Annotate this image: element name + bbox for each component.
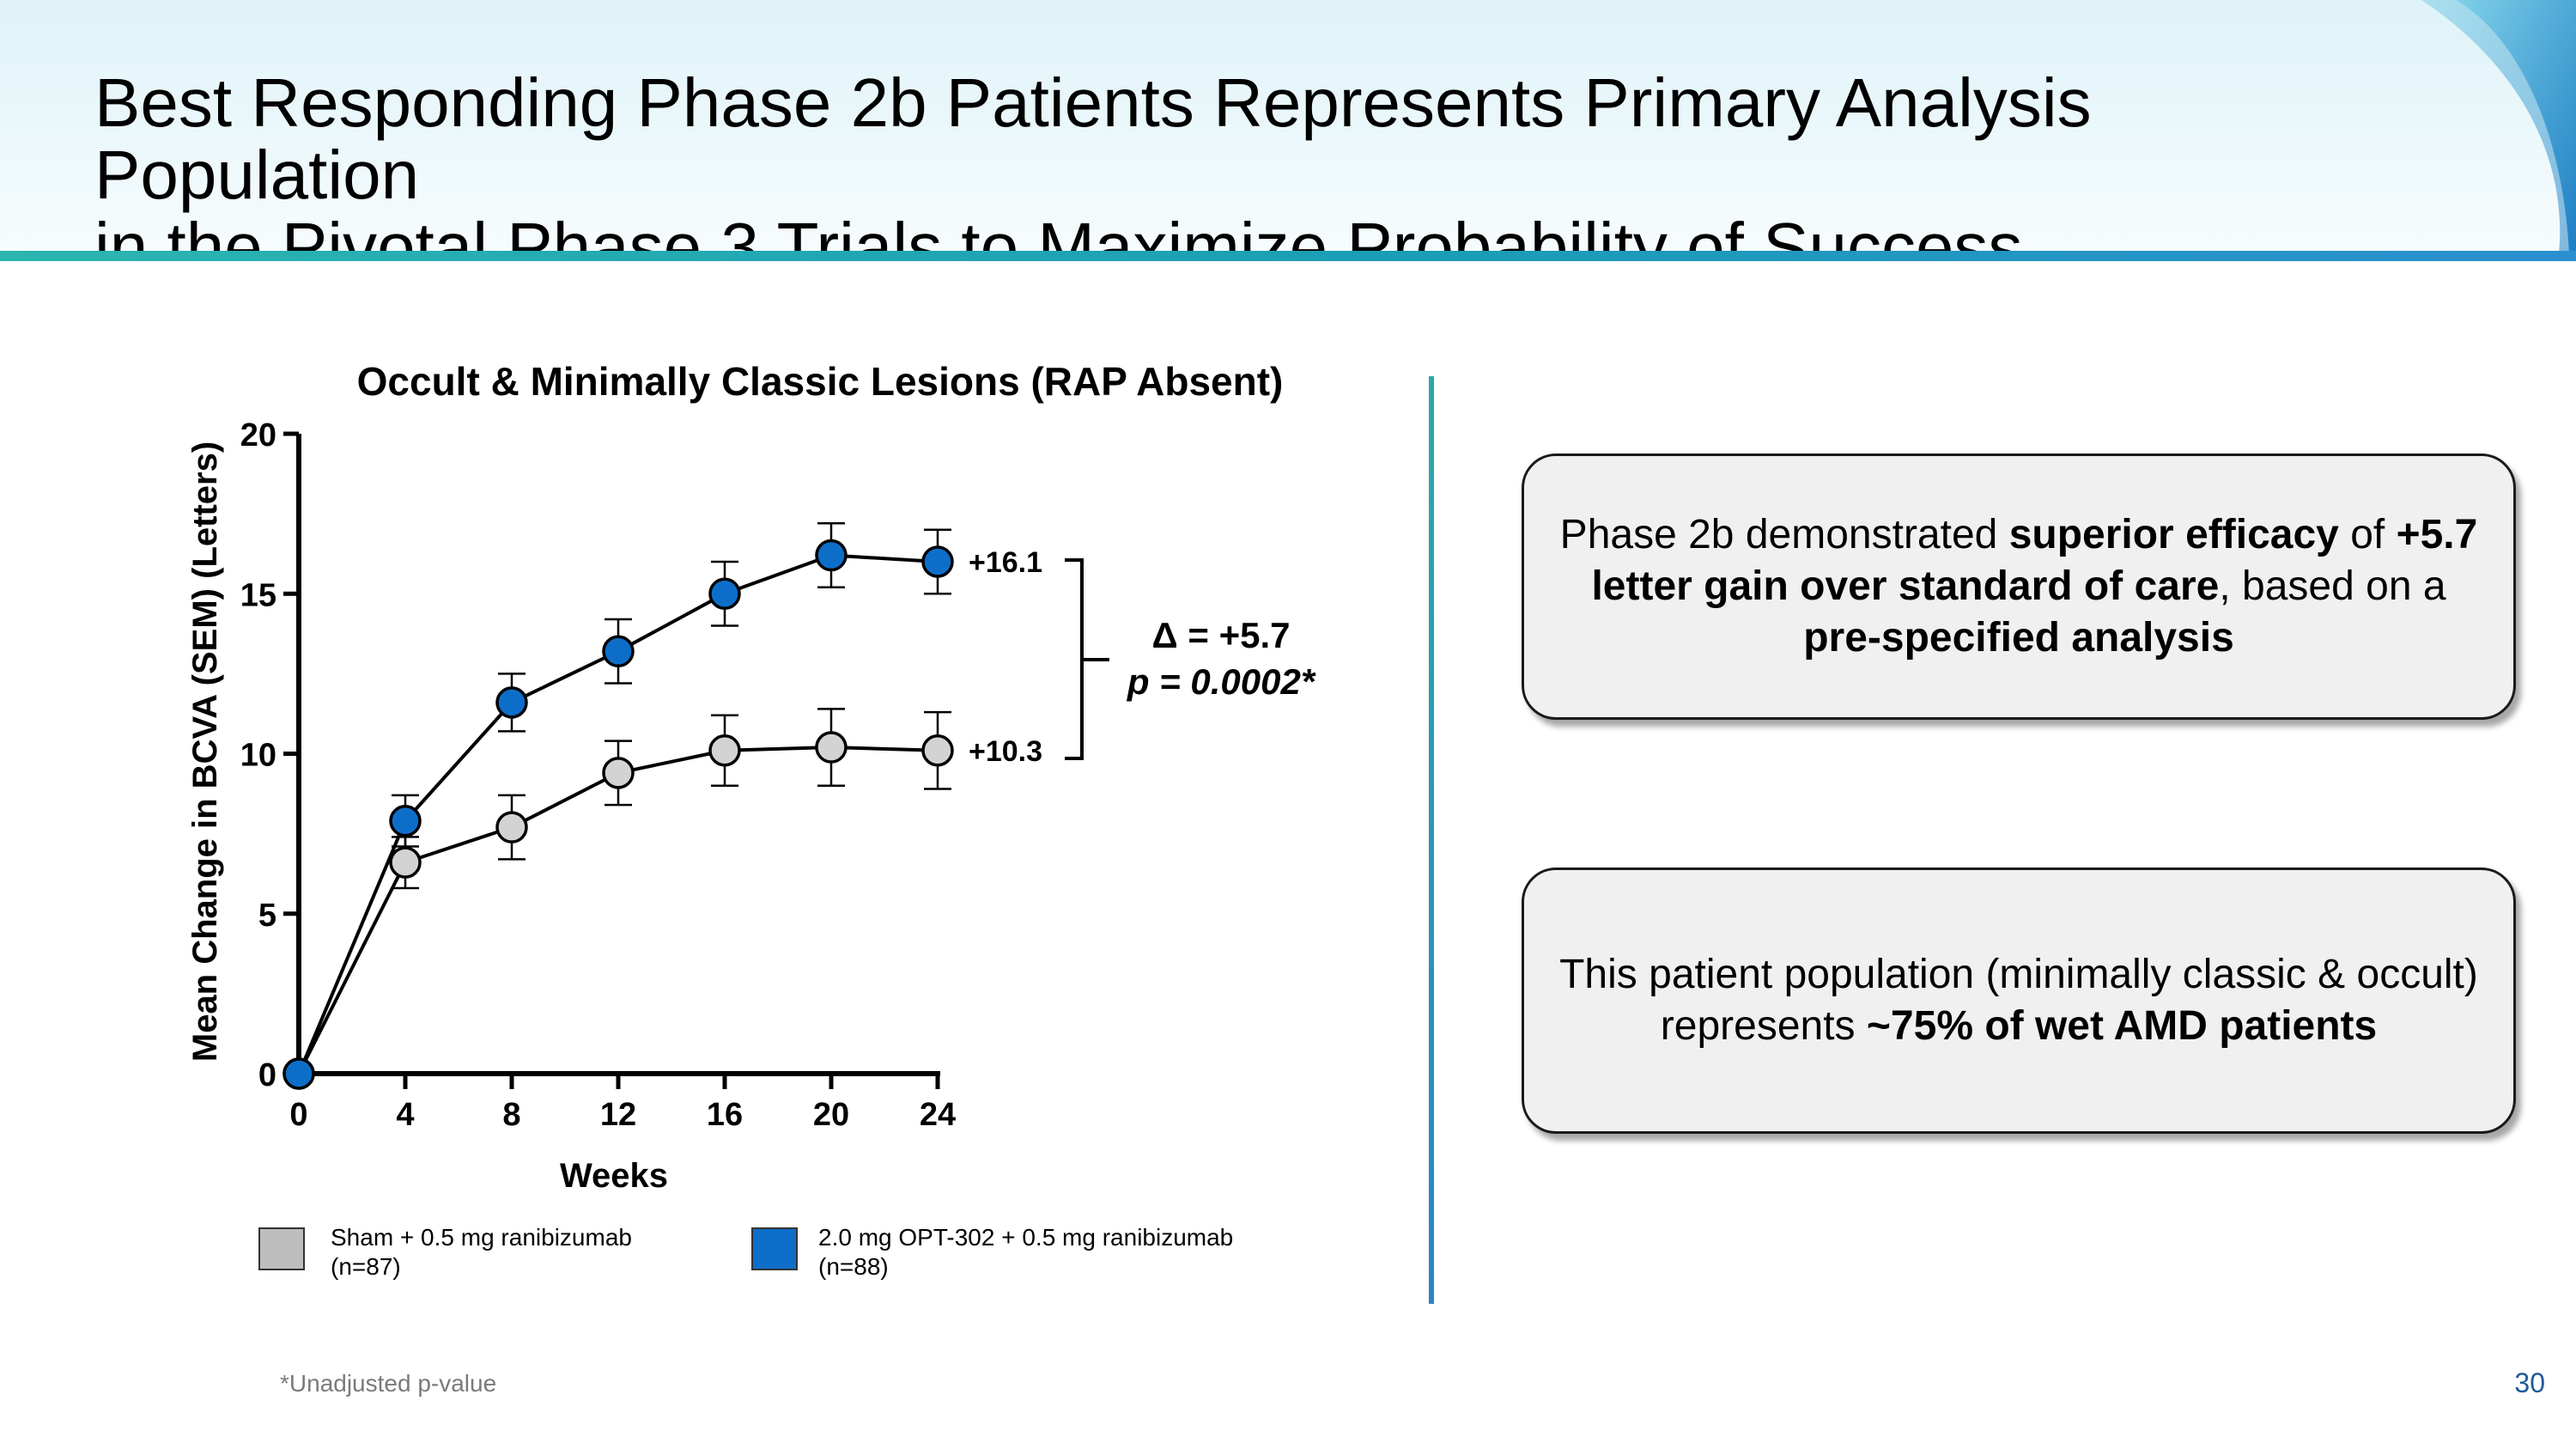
footnote: *Unadjusted p-value	[280, 1370, 497, 1397]
delta-annotation: Δ = +5.7	[1152, 615, 1291, 655]
y-axis-ticks: 0 5 10 15 20	[240, 417, 299, 1093]
data-point-sham	[921, 734, 954, 767]
callout-2-text-a: This patient population (minimally class…	[1559, 952, 2478, 1049]
end-value-label-opt302: +16.1	[969, 546, 1042, 579]
slide-title-line-2: in the Pivotal Phase 3 Trials to Maximiz…	[94, 209, 2023, 255]
data-point-opt302	[921, 545, 954, 578]
data-point-sham	[815, 731, 848, 764]
y-tick-label: 10	[240, 738, 276, 774]
slide-title: Best Responding Phase 2b Patients Repres…	[94, 64, 2413, 255]
callout-1-text-c: , based on a	[2219, 563, 2446, 609]
legend-label-sham: Sham + 0.5 mg ranibizumab	[331, 1224, 632, 1251]
y-tick-label: 5	[258, 898, 276, 934]
data-point-opt302	[602, 635, 635, 668]
bcva-line-chart: Occult & Minimally Classic Lesions (RAP …	[186, 359, 1316, 1280]
x-axis-ticks: 0 4 8 12 16 20 24	[289, 1074, 956, 1133]
x-tick-label: 4	[396, 1097, 414, 1133]
callout-1-bold-c: pre-specified analysis	[1803, 615, 2234, 661]
legend-n-sham: (n=87)	[331, 1253, 401, 1280]
pvalue-annotation: p = 0.0002*	[1127, 661, 1316, 702]
x-tick-label: 0	[289, 1097, 307, 1133]
data-point-opt302	[815, 539, 848, 572]
x-axis-label: Weeks	[560, 1157, 668, 1195]
header-rule	[0, 251, 2576, 261]
x-tick-label: 24	[920, 1097, 956, 1133]
callout-2-text: This patient population (minimally class…	[1558, 949, 2479, 1052]
legend-swatch-opt302	[751, 1227, 798, 1270]
data-point-sham	[602, 757, 635, 789]
header-swoosh-decoration	[2421, 0, 2576, 254]
x-tick-label: 20	[813, 1097, 849, 1133]
y-tick-label: 0	[258, 1057, 276, 1093]
page-number: 30	[2514, 1367, 2545, 1398]
chart-title: Occult & Minimally Classic Lesions (RAP …	[357, 359, 1284, 404]
slide-header: Best Responding Phase 2b Patients Repres…	[0, 0, 2576, 254]
callout-1-text-a: Phase 2b demonstrated	[1559, 512, 2009, 557]
series-sham: +10.3	[283, 708, 1042, 1090]
data-point-opt302	[708, 577, 741, 610]
x-tick-label: 16	[707, 1097, 743, 1133]
y-axis-label: Mean Change in BCVA (SEM) (Letters)	[186, 441, 224, 1062]
callout-patient-population: This patient population (minimally class…	[1522, 868, 2516, 1134]
x-tick-label: 8	[502, 1097, 520, 1133]
data-point-opt302	[283, 1057, 315, 1090]
y-tick-label: 15	[240, 577, 276, 613]
legend-n-opt302: (n=88)	[818, 1253, 889, 1280]
callout-superior-efficacy: Phase 2b demonstrated superior efficacy …	[1522, 454, 2516, 720]
slide-title-line-1: Best Responding Phase 2b Patients Repres…	[94, 64, 2092, 213]
y-tick-label: 20	[240, 417, 276, 454]
legend-swatch-sham	[258, 1227, 305, 1270]
callout-2-bold-a: ~75% of wet AMD patients	[1866, 1003, 2378, 1049]
data-point-sham	[495, 811, 528, 843]
data-point-opt302	[389, 804, 422, 837]
callout-1-text-b: of	[2338, 512, 2397, 557]
callout-1-text: Phase 2b demonstrated superior efficacy …	[1558, 509, 2479, 664]
data-point-opt302	[495, 686, 528, 719]
data-point-sham	[389, 846, 422, 879]
legend-label-opt302: 2.0 mg OPT-302 + 0.5 mg ranibizumab	[818, 1224, 1233, 1251]
callout-1-bold-a: superior efficacy	[2008, 512, 2339, 557]
series-opt302: +16.1	[283, 522, 1042, 1090]
difference-bracket	[1065, 558, 1109, 760]
callout-1-bold-b: +5.7 letter gain over standard of care	[1591, 512, 2478, 609]
end-value-label-sham: +10.3	[969, 735, 1042, 768]
data-point-sham	[708, 734, 741, 767]
series-layer: +10.3 +16.1	[283, 522, 1042, 1090]
x-tick-label: 12	[600, 1097, 636, 1133]
vertical-divider	[1429, 376, 1434, 1304]
